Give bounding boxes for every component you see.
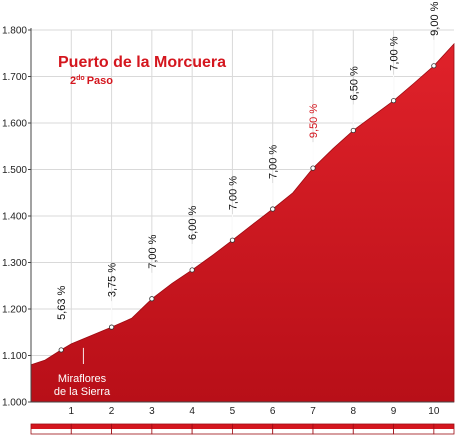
x-tick-label: 7 — [310, 406, 316, 417]
gradient-marker — [149, 296, 155, 302]
km-segment-white — [31, 429, 72, 434]
y-tick-label: 1.300 — [2, 258, 27, 269]
x-tick-label: 4 — [189, 406, 195, 417]
km-segment-white — [111, 429, 152, 434]
y-tick-label: 1.500 — [2, 165, 27, 176]
gradient-marker — [189, 267, 195, 273]
chart-subtitle: 2do Paso — [70, 75, 113, 87]
axes — [28, 28, 454, 403]
gradient-label: 7,00 % — [389, 36, 401, 70]
gradient-marker — [108, 324, 115, 330]
y-axis-ticks: 1.000 1.100 1.200 1.300 1.400 1.500 1.600 1.700… — [2, 26, 27, 409]
gradient-label: 7,00 % — [147, 234, 159, 268]
gradient-label: 6,50 % — [348, 66, 360, 100]
km-segment-white — [353, 429, 394, 434]
gradient-label: 7,00 % — [268, 145, 280, 179]
km-segment-red — [433, 424, 454, 429]
km-segment-white — [272, 429, 313, 434]
gradient-label: 7,00 % — [227, 176, 239, 210]
km-segment-white — [71, 429, 112, 434]
gradient-marker — [58, 347, 64, 353]
km-segment-white — [313, 429, 354, 434]
x-axis-ticks: 1 2 3 4 5 6 7 8 9 10 — [69, 406, 440, 417]
gradient-marker — [431, 63, 437, 69]
km-segment-red — [232, 424, 273, 429]
x-tick-label: 3 — [149, 406, 155, 417]
y-tick-label: 1.600 — [2, 119, 27, 130]
x-tick-label: 6 — [270, 406, 276, 417]
km-segment-red — [151, 424, 193, 429]
y-tick-label: 1.700 — [2, 72, 27, 83]
gradient-label: 9,50 % — [308, 104, 320, 138]
gradient-marker — [270, 206, 276, 212]
town-label: Miraflores — [58, 373, 107, 385]
km-segment-white — [151, 429, 193, 434]
km-scale-bar — [30, 423, 455, 435]
elevation-area — [30, 42, 455, 403]
km-segment-white — [192, 429, 233, 434]
km-segment-red — [31, 424, 72, 429]
x-tick-label: 2 — [109, 406, 115, 417]
y-tick-label: 1.200 — [2, 305, 27, 316]
subtitle-superscript: do — [76, 75, 85, 82]
gradient-marker — [229, 237, 236, 243]
y-tick-label: 1.100 — [2, 351, 27, 362]
x-tick-label: 8 — [351, 406, 357, 417]
gradient-labels: 5,63 % 3,75 % 7,00 % 6,00 % 7,00 % 7,00 % 9,50… — [56, 1, 441, 353]
subtitle-main: 2 — [70, 75, 76, 87]
subtitle-rest: Paso — [87, 75, 114, 87]
y-tick-label: 1.000 — [2, 398, 27, 409]
gradient-label: 9,00 % — [429, 1, 441, 35]
y-tick-label: 1.400 — [2, 212, 27, 223]
km-segment-white — [232, 429, 273, 434]
km-segment-red — [192, 424, 233, 429]
km-segment-red — [111, 424, 152, 429]
km-segment-red — [353, 424, 394, 429]
x-tick-label: 5 — [230, 406, 236, 417]
km-segment-white — [393, 429, 434, 434]
gradient-marker — [350, 127, 356, 134]
town-label: de la Sierra — [54, 386, 111, 398]
x-tick-label: 1 — [69, 406, 75, 417]
x-tick-label: 9 — [391, 406, 397, 417]
gradient-marker — [390, 98, 397, 104]
km-segment-red — [272, 424, 313, 429]
km-segment-red — [313, 424, 354, 429]
chart-title: Puerto de la Morcuera — [58, 54, 226, 71]
gradient-label: 6,00 % — [187, 205, 199, 239]
gradient-marker — [310, 165, 316, 171]
area-layer — [30, 42, 455, 403]
gradient-label: 3,75 % — [107, 263, 119, 297]
y-tick-label: 1.800 — [2, 26, 27, 37]
km-segment-red — [393, 424, 434, 429]
km-segment-border — [433, 423, 455, 435]
km-segment-red — [71, 424, 112, 429]
x-tick-label: 10 — [428, 406, 440, 417]
km-segment-white — [433, 429, 454, 434]
gradient-label: 5,63 % — [56, 285, 68, 319]
